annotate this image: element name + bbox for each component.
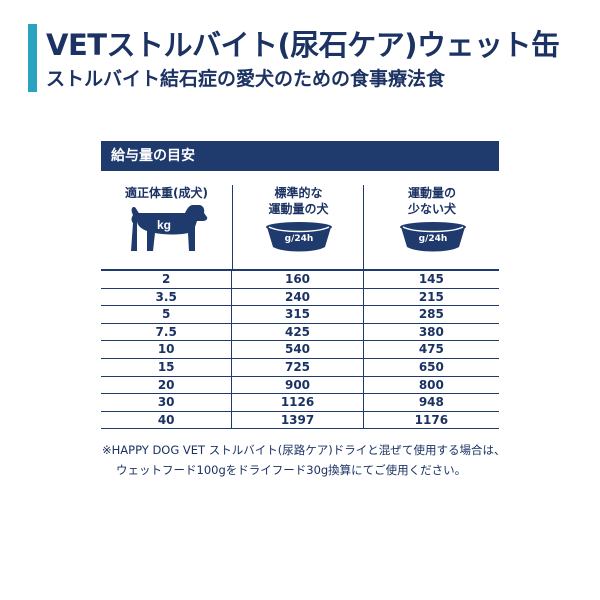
weight-cell: 7.5 [155,324,177,339]
weight-cell: 40 [157,412,175,427]
low-amount-cell: 948 [362,394,499,411]
standard-amount-cell: 425 [231,323,362,341]
table-heading: 給与量の目安 [101,141,499,171]
table-row: 15 725 650 [101,358,499,377]
feeding-table: 給与量の目安 適正体重(成犬) kg 標準的な 運動量の犬 g/24h 運動 [101,141,499,430]
weight-cell: 10 [157,342,175,357]
standard-amount-cell: 540 [231,341,362,358]
col-low-header: 運動量の 少ない犬 [364,185,500,217]
standard-amount-cell: 1126 [231,394,362,411]
low-amount-cell: 215 [362,288,499,306]
weight-cell: 30 [157,395,175,410]
standard-amount-cell: 1397 [231,411,362,429]
table-row: 2 160 145 [101,271,499,289]
weight-cell: 15 [157,359,175,374]
low-unit: g/24h [418,234,448,244]
col-standard-header: 標準的な 運動量の犬 [233,185,364,217]
table-row: 30 1126 948 [101,394,499,412]
col-low-label-1: 運動量の [407,186,456,200]
weight-cell: 2 [161,272,171,286]
table-row: 20 900 800 [101,376,499,395]
standard-amount-cell: 900 [231,376,362,394]
col-divider [363,185,364,269]
low-amount-cell: 800 [362,376,499,394]
low-amount-cell: 650 [362,358,499,376]
weight-cell: 3.5 [155,289,177,304]
table-column-headers: 適正体重(成犬) kg 標準的な 運動量の犬 g/24h 運動量の 少ない犬 [101,171,499,271]
standard-amount-cell: 160 [231,271,362,288]
page-subtitle: ストルバイト結石症の愛犬のための食事療法食 [46,68,446,90]
col-standard-label-1: 標準的な [274,186,323,200]
standard-amount-cell: 725 [231,358,362,376]
low-amount-cell: 285 [362,306,499,323]
standard-amount-cell: 315 [231,306,362,323]
weight-cell: 20 [157,377,175,392]
accent-bar [28,24,37,92]
footnote: ※HAPPY DOG VET ストルバイト(尿路ケア)ドライと混ぜて使用する場合… [102,440,506,480]
dog-icon: kg [131,205,208,251]
weight-cell: 5 [161,307,171,322]
table-row: 40 1397 1176 [101,411,499,430]
footnote-line-2: ウェットフード100gをドライフード30g換算にてご使用ください。 [116,463,467,477]
footnote-line-1: ※HAPPY DOG VET ストルバイト(尿路ケア)ドライと混ぜて使用する場合… [102,443,506,457]
bowl-icon: g/24h [263,221,335,255]
col-weight-label: 適正体重(成犬) [125,186,208,200]
low-amount-cell: 145 [362,271,499,288]
low-amount-cell: 1176 [362,411,499,429]
col-divider [232,185,233,269]
table-row: 3.5 240 215 [101,288,499,307]
standard-amount-cell: 240 [231,288,362,306]
low-amount-cell: 475 [362,341,499,358]
col-weight-header: 適正体重(成犬) [101,185,232,201]
standard-unit: g/24h [284,234,314,244]
low-amount-cell: 380 [362,323,499,341]
page-title: VETストルバイト(尿石ケア)ウェット缶 [46,28,560,62]
col-standard-label-2: 運動量の犬 [268,202,329,216]
col-low-label-2: 少ない犬 [407,202,456,216]
table-body: 2 160 145 3.5 240 215 5 315 285 7.5 425 380 10 540 475… [101,271,499,430]
table-row: 7.5 425 380 [101,323,499,342]
table-row: 5 315 285 [101,306,499,324]
weight-unit: kg [157,218,171,232]
table-row: 10 540 475 [101,341,499,359]
bowl-icon: g/24h [397,221,469,255]
